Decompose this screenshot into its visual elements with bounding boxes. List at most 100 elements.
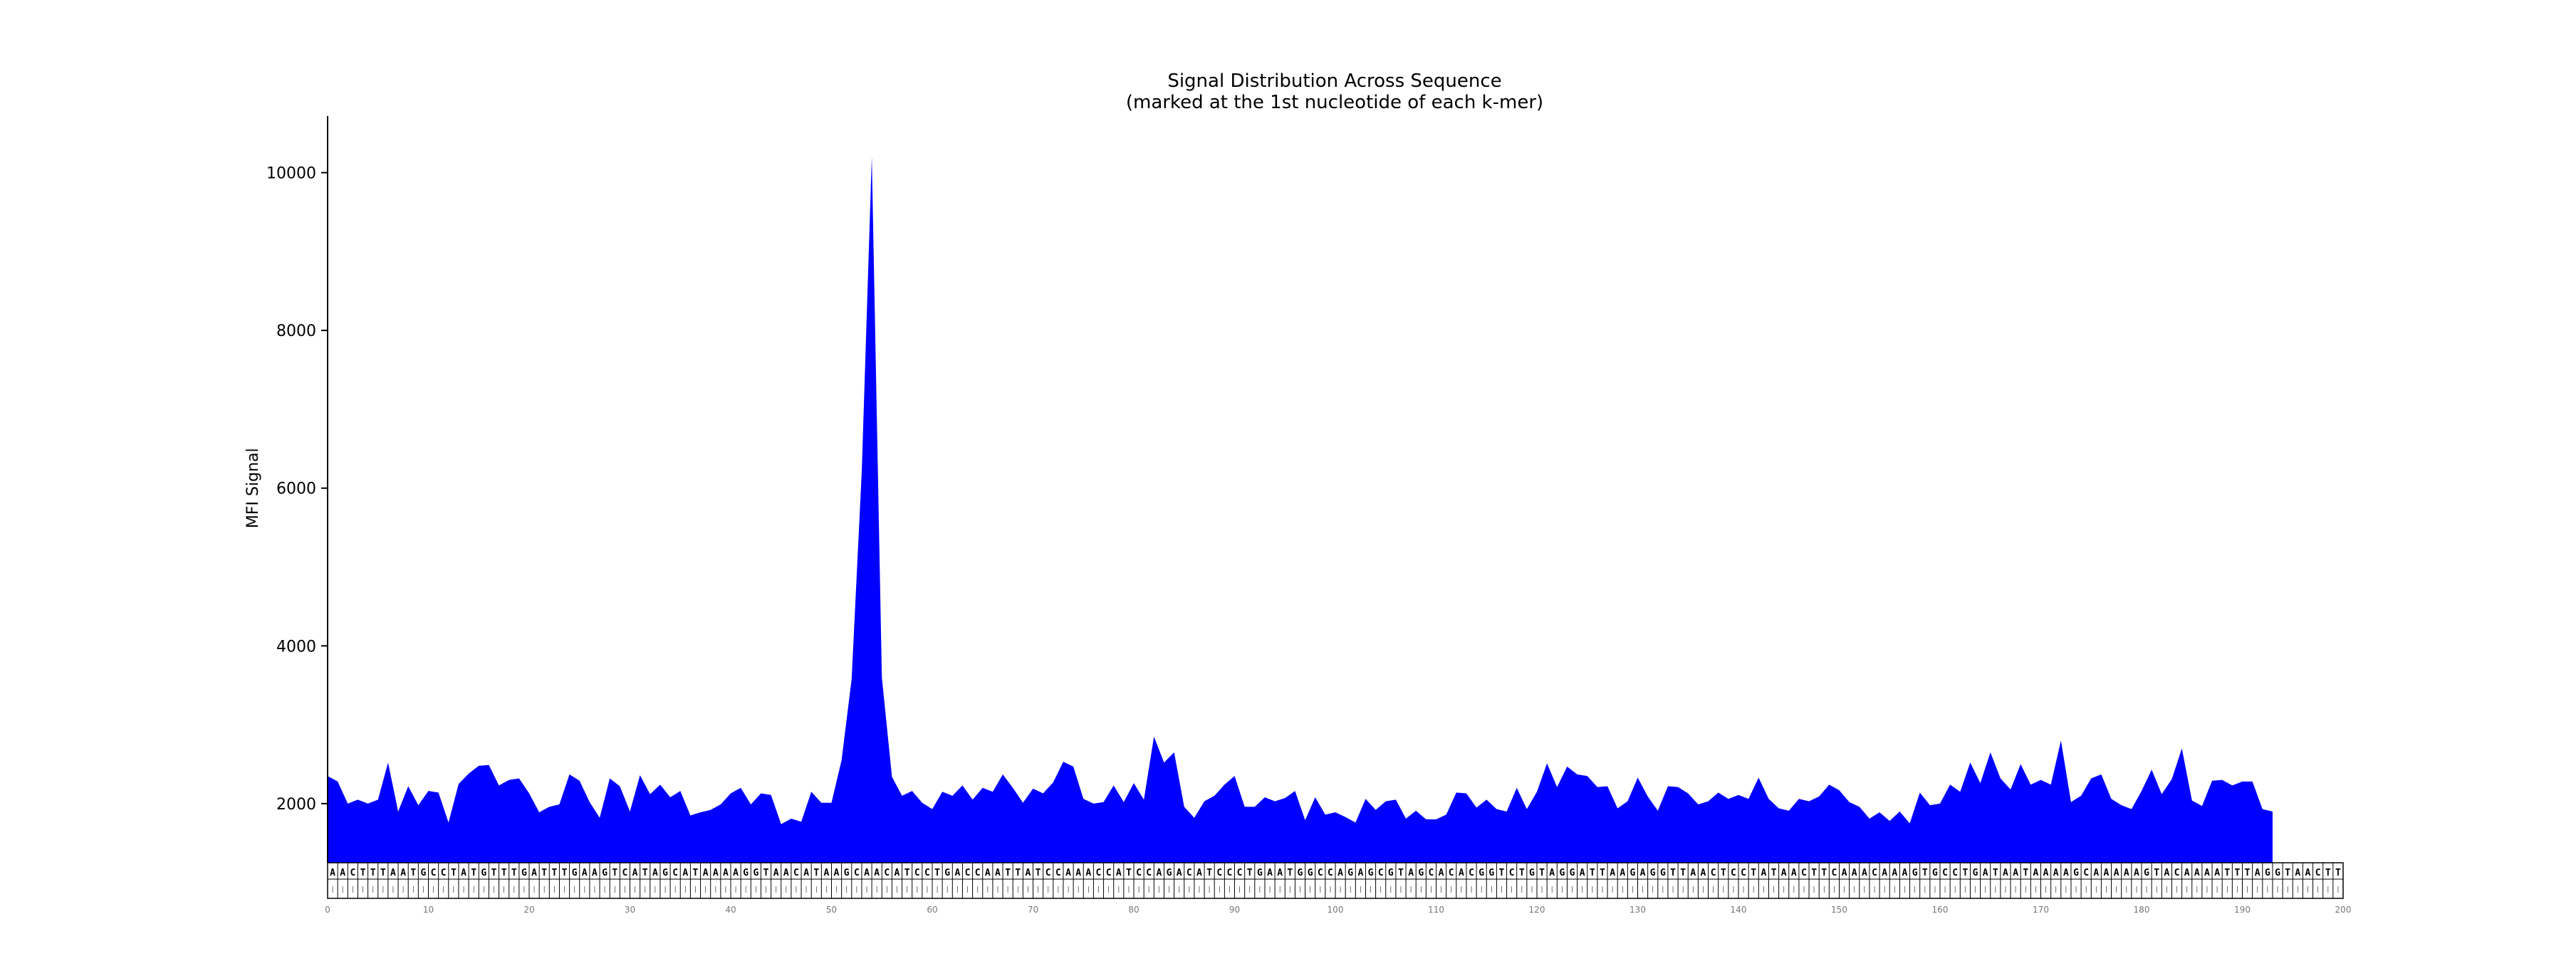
nucleotide-label: G [1479, 868, 1484, 878]
nucleotide-sub-label: | [422, 886, 425, 893]
nucleotide-label: C [441, 868, 447, 878]
nucleotide-label: A [1580, 868, 1585, 878]
nucleotide-label: C [1469, 868, 1474, 878]
nucleotide-label: T [693, 868, 699, 878]
nucleotide-label: C [1106, 868, 1112, 878]
nucleotide-label: A [2104, 868, 2110, 878]
nucleotide-sub-label: | [845, 886, 848, 893]
nucleotide-label: A [824, 868, 830, 878]
nucleotide-sub-label: | [462, 886, 465, 893]
nucleotide-label: G [1418, 868, 1424, 878]
nucleotide-label: G [1630, 868, 1636, 878]
nucleotide-label: G [743, 868, 749, 878]
nucleotide-sub-label: | [1278, 886, 1281, 893]
nucleotide-sub-label: | [1087, 886, 1090, 893]
nucleotide-label: T [904, 868, 910, 878]
nucleotide-label: C [350, 868, 355, 878]
nucleotide-sub-label: | [1893, 886, 1897, 893]
nucleotide-sub-label: | [986, 886, 989, 893]
nucleotide-sub-label: | [1439, 886, 1443, 893]
nucleotide-label: A [1549, 868, 1555, 878]
nucleotide-label: T [562, 868, 568, 878]
nucleotide-sub-label: | [1954, 886, 1957, 893]
nucleotide-label: A [1791, 868, 1797, 878]
nucleotide-label: T [642, 868, 648, 878]
nucleotide-label: A [1862, 868, 1867, 878]
nucleotide-sub-label: | [1721, 886, 1725, 893]
nucleotide-label: G [1973, 868, 1978, 878]
nucleotide-label: A [783, 868, 789, 878]
nucleotide-sub-label: | [1006, 886, 1009, 893]
nucleotide-sub-label: | [1349, 886, 1352, 893]
nucleotide-sub-label: | [1117, 886, 1120, 893]
nucleotide-label: G [1347, 868, 1353, 878]
nucleotide-sub-label: | [482, 886, 486, 893]
nucleotide-label: T [1519, 868, 1525, 878]
nucleotide-sub-label: | [1621, 886, 1625, 893]
nucleotide-sub-label: | [1046, 886, 1050, 893]
nucleotide-label: T [511, 868, 517, 878]
nucleotide-label: A [652, 868, 658, 878]
nucleotide-label: A [2214, 868, 2220, 878]
nucleotide-label: G [2265, 868, 2270, 878]
nucleotide-sub-label: | [1792, 886, 1795, 893]
nucleotide-sub-label: | [1207, 886, 1211, 893]
nucleotide-sub-label: | [774, 886, 778, 893]
y-axis-label: MFI Signal [244, 448, 262, 528]
nucleotide-label: A [461, 868, 466, 878]
nucleotide-sub-label: | [1066, 886, 1070, 893]
nucleotide-label: A [582, 868, 588, 878]
x-tick-label: 0 [325, 905, 330, 915]
nucleotide-sub-label: | [2285, 886, 2289, 893]
nucleotide-sub-label: | [1852, 886, 1856, 893]
nucleotide-label: T [501, 868, 507, 878]
nucleotide-sub-label: | [1560, 886, 1564, 893]
nucleotide-label: G [421, 868, 427, 878]
nucleotide-sub-label: | [754, 886, 758, 893]
nucleotide-label: A [340, 868, 345, 878]
nucleotide-sub-label: | [1993, 886, 1997, 893]
x-tick-label: 20 [523, 905, 534, 915]
nucleotide-sub-label: | [2084, 886, 2087, 893]
nucleotide-sub-label: | [744, 886, 748, 893]
nucleotide-label: A [1882, 868, 1887, 878]
nucleotide-label: C [622, 868, 628, 878]
nucleotide-label: G [662, 868, 668, 878]
nucleotide-label: T [2154, 868, 2159, 878]
nucleotide-label: A [2124, 868, 2129, 878]
nucleotide-label: A [995, 868, 1001, 878]
nucleotide-sub-label: | [1882, 886, 1886, 893]
nucleotide-label: C [2315, 868, 2321, 878]
nucleotide-sub-label: | [1258, 886, 1261, 893]
nucleotide-label: A [2114, 868, 2119, 878]
nucleotide-label: T [1721, 868, 1726, 878]
nucleotide-sub-label: | [855, 886, 858, 893]
nucleotide-sub-label: | [2275, 886, 2279, 893]
nucleotide-sub-label: | [1248, 886, 1251, 893]
nucleotide-sub-label: | [2155, 886, 2159, 893]
nucleotide-label: A [592, 868, 598, 878]
nucleotide-sub-label: | [1459, 886, 1463, 893]
nucleotide-sub-label: | [643, 886, 647, 893]
nucleotide-label: T [541, 868, 547, 878]
nucleotide-sub-label: | [1308, 886, 1312, 893]
nucleotide-sub-label: | [1651, 886, 1654, 893]
nucleotide-label: T [1499, 868, 1505, 878]
nucleotide-label: C [1942, 868, 1948, 878]
nucleotide-sub-label: | [1590, 886, 1594, 893]
nucleotide-sub-label: | [653, 886, 657, 893]
nucleotide-sub-label: | [1913, 886, 1917, 893]
nucleotide-label: T [1287, 868, 1293, 878]
nucleotide-sub-label: | [1550, 886, 1554, 893]
nucleotide-sub-label: | [412, 886, 415, 893]
nucleotide-label: T [2235, 868, 2241, 878]
nucleotide-label: A [874, 868, 880, 878]
nucleotide-sub-label: | [1167, 886, 1171, 893]
nucleotide-label: C [1429, 868, 1434, 878]
nucleotide-label: T [2335, 868, 2341, 878]
nucleotide-label: G [1529, 868, 1535, 878]
nucleotide-label: C [1731, 868, 1736, 878]
nucleotide-label: A [1337, 868, 1343, 878]
x-tick-label: 160 [1932, 905, 1949, 915]
